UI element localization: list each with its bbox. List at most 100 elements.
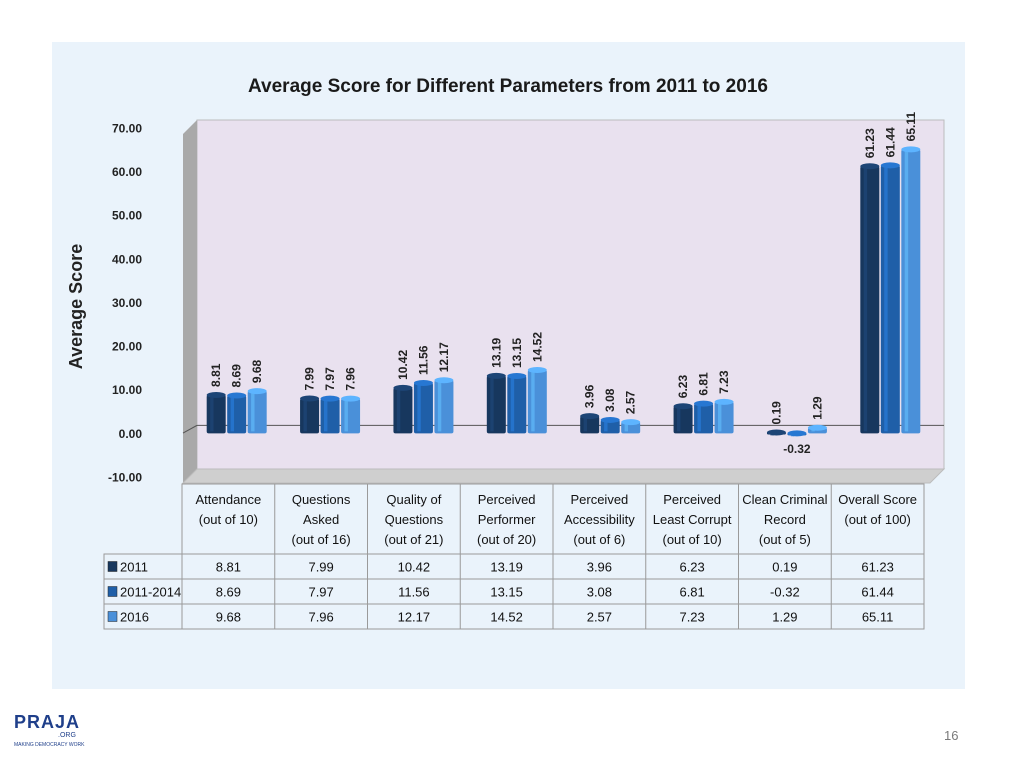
bar	[227, 395, 247, 434]
table-cell: 61.44	[861, 585, 894, 600]
bar-highlight	[510, 378, 515, 432]
y-axis-label: Average Score	[66, 244, 86, 369]
praja-logo: PRAJA .ORG MAKING DEMOCRACY WORK	[14, 712, 84, 752]
category-label: (out of 6)	[573, 532, 625, 547]
y-tick-label: 10.00	[112, 383, 142, 397]
data-label: 61.23	[863, 128, 877, 158]
bar-cap	[434, 377, 454, 384]
category-label: (out of 21)	[384, 532, 443, 547]
bar-cap	[413, 379, 433, 386]
bar-highlight	[904, 151, 909, 432]
bar-cap	[860, 163, 880, 170]
bar-highlight	[396, 389, 401, 432]
table-cell: 14.52	[490, 610, 523, 625]
table-cell: 3.08	[587, 585, 612, 600]
category-label: (out of 5)	[759, 532, 811, 547]
y-tick-label: -10.00	[108, 470, 142, 484]
y-tick-label: 50.00	[112, 209, 142, 223]
logo-suffix: .ORG	[58, 732, 76, 739]
bar-cap	[486, 372, 506, 379]
category-label: Questions	[385, 512, 444, 527]
bar-highlight	[863, 168, 868, 432]
bar-cap	[206, 391, 226, 398]
bar-cap	[807, 424, 827, 431]
data-label: 13.19	[489, 337, 503, 367]
bar-highlight	[303, 400, 307, 432]
chart-title: Average Score for Different Parameters f…	[248, 76, 768, 97]
bar-highlight	[490, 377, 494, 432]
data-label: 7.97	[323, 367, 337, 391]
legend-swatch	[107, 611, 118, 622]
category-label: Attendance	[195, 492, 261, 507]
category-label: Clean Criminal	[742, 492, 827, 507]
category-label: Perceived	[570, 492, 628, 507]
data-label: 11.56	[416, 345, 430, 375]
bar	[434, 380, 454, 434]
data-label: 3.08	[603, 388, 617, 412]
bar-cap	[600, 416, 620, 423]
table-cell: 1.29	[772, 610, 797, 625]
data-label: 61.44	[883, 127, 897, 157]
y-tick-label: 0.00	[119, 427, 143, 441]
bar-highlight	[344, 400, 348, 432]
data-label: 8.69	[230, 364, 244, 388]
bar-highlight	[323, 400, 328, 432]
page-number: 16	[944, 728, 959, 743]
legend-swatch	[107, 586, 118, 597]
legend-label: 2011	[120, 560, 148, 575]
table-cell: 65.11	[862, 610, 894, 625]
bar	[714, 401, 734, 434]
bar	[413, 382, 433, 434]
data-label: 12.17	[437, 342, 451, 372]
bar-highlight	[604, 421, 608, 432]
table-cell: 13.19	[490, 560, 523, 575]
bar-cap	[393, 384, 413, 391]
bar-highlight	[697, 405, 701, 432]
data-label: 7.23	[717, 370, 731, 394]
bar	[901, 149, 921, 434]
bar-cap	[580, 413, 600, 420]
table-cell: 8.81	[216, 560, 241, 575]
bar	[527, 370, 547, 434]
y-tick-label: 20.00	[112, 340, 142, 354]
category-label: Perceived	[478, 492, 536, 507]
bar	[206, 394, 226, 434]
bar	[247, 391, 267, 434]
bar	[341, 398, 361, 434]
bar	[860, 166, 880, 434]
table-cell: 6.81	[679, 585, 704, 600]
legend-label: 2016	[120, 610, 149, 625]
bar-cap	[341, 395, 361, 402]
category-label: (out of 10)	[662, 532, 721, 547]
data-label: 14.52	[530, 332, 544, 362]
bar-cap	[787, 430, 807, 437]
table-cell: 10.42	[398, 560, 431, 575]
data-label: 0.19	[769, 401, 783, 425]
bar-cap	[694, 400, 714, 407]
category-label: Least Corrupt	[653, 512, 732, 527]
bar-highlight	[676, 408, 681, 432]
y-tick-label: 30.00	[112, 296, 142, 310]
data-label: 1.29	[810, 396, 824, 420]
bar-highlight	[210, 396, 214, 432]
data-label: 9.68	[250, 359, 264, 383]
bar	[486, 375, 506, 434]
bar	[694, 403, 714, 434]
table-cell: 6.23	[679, 560, 704, 575]
category-label: Asked	[303, 512, 339, 527]
bar-highlight	[251, 393, 255, 432]
bar-highlight	[417, 384, 421, 432]
bar-chart: Average Score for Different Parameters f…	[66, 76, 946, 630]
category-label: Quality of	[386, 492, 441, 507]
category-label: (out of 100)	[844, 512, 911, 527]
bar	[880, 165, 900, 434]
bar-cap	[527, 367, 547, 374]
legend-swatch	[107, 561, 118, 572]
category-label: (out of 16)	[291, 532, 350, 547]
data-label: 3.96	[583, 384, 597, 408]
zero-line-side	[182, 424, 198, 434]
bar-highlight	[583, 418, 588, 432]
bar-cap	[320, 395, 340, 402]
y-tick-label: 60.00	[112, 165, 142, 179]
logo-tagline: MAKING DEMOCRACY WORK	[14, 742, 85, 748]
